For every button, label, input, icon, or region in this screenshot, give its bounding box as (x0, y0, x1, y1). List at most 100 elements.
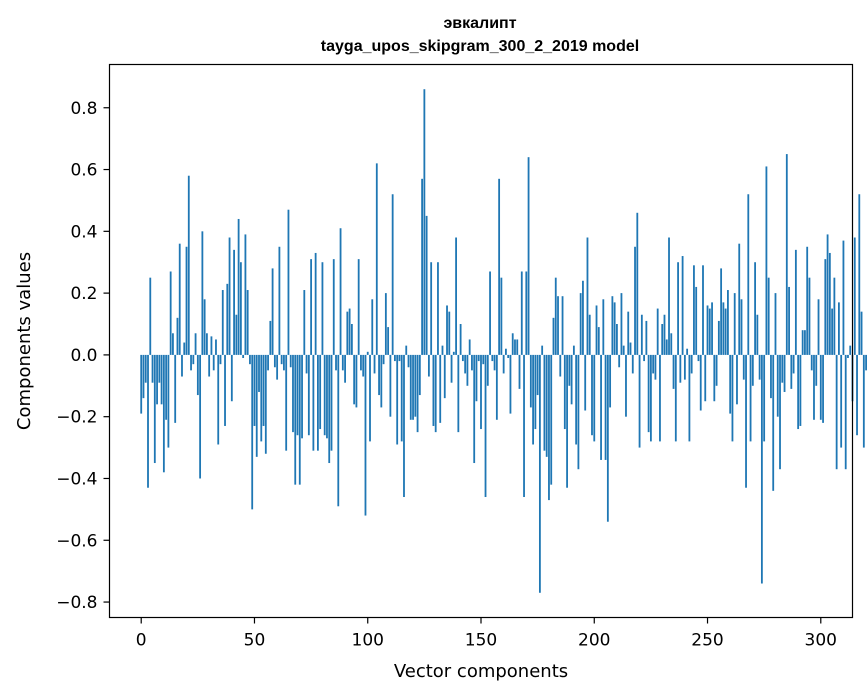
bar (237, 218, 240, 355)
y-tick-label: −0.4 (56, 469, 97, 489)
bar (149, 277, 152, 355)
bar (477, 354, 480, 362)
bar (717, 320, 720, 355)
bar (690, 354, 693, 374)
bar (255, 354, 258, 457)
bar (620, 293, 623, 355)
bar (190, 354, 192, 371)
bar (727, 290, 729, 355)
bar (527, 157, 530, 355)
bar (364, 354, 367, 516)
x-tick-label: 50 (244, 631, 266, 651)
bar (301, 354, 303, 439)
bar (654, 354, 657, 380)
bar (183, 342, 186, 355)
bar (570, 354, 573, 405)
bar (151, 354, 154, 383)
bar (847, 354, 849, 358)
bar (797, 354, 800, 430)
bar (441, 345, 444, 355)
bar (196, 354, 199, 396)
bar (421, 178, 424, 355)
bar (679, 354, 682, 383)
bar (375, 163, 378, 355)
bar (810, 354, 813, 371)
bar (387, 327, 390, 355)
bar (826, 234, 829, 355)
bar (403, 354, 405, 498)
bar (611, 296, 614, 355)
bar (788, 286, 790, 355)
x-axis-label: Vector components (394, 661, 568, 682)
bar (156, 354, 158, 405)
bar (167, 354, 170, 448)
bar (779, 354, 781, 470)
bar (292, 354, 294, 433)
bar (464, 354, 467, 374)
y-axis-label: Components values (14, 252, 35, 430)
bar (627, 311, 630, 355)
bar (511, 333, 514, 355)
bar (276, 354, 279, 380)
bar (427, 354, 430, 377)
bar (303, 290, 306, 355)
bar (400, 354, 403, 442)
bar (808, 277, 811, 355)
bar (790, 354, 793, 389)
bar (267, 354, 269, 371)
bar (144, 354, 147, 383)
bar (729, 354, 732, 414)
bar (618, 354, 621, 368)
bar (230, 354, 233, 402)
bar (740, 299, 743, 355)
bar (344, 354, 346, 383)
bar (212, 354, 215, 371)
bar (643, 354, 645, 362)
bar (305, 354, 308, 374)
bar (751, 354, 754, 386)
bar (602, 299, 605, 355)
chart-title: эвкалипт (443, 15, 516, 32)
bar (505, 348, 507, 355)
chart-subtitle: tayga_upos_skipgram_300_2_2019 model (321, 38, 639, 55)
bar (366, 351, 369, 355)
bar (566, 354, 568, 488)
bar (749, 354, 752, 442)
bar (446, 305, 448, 355)
bar (765, 166, 768, 355)
bar (742, 354, 745, 380)
bar (326, 354, 328, 439)
bar (591, 354, 593, 436)
bar (398, 354, 401, 362)
y-axis-ticks: −0.8 −0.6 −0.4 −0.2 0.0 0.2 0.4 0.6 0.8 (56, 99, 110, 613)
bar (271, 268, 274, 355)
bar (697, 354, 700, 362)
bar (450, 354, 453, 383)
bar (172, 333, 174, 355)
bar (459, 324, 462, 355)
bar (792, 354, 795, 374)
bar (239, 262, 242, 355)
bar (813, 354, 815, 420)
bar (661, 324, 664, 355)
bar (217, 354, 220, 445)
bar (681, 256, 684, 355)
bar (831, 308, 834, 355)
bar (853, 237, 856, 355)
bar (484, 354, 487, 498)
bar (520, 271, 523, 355)
bar (355, 354, 358, 408)
bar (273, 354, 276, 368)
bar (842, 240, 845, 355)
y-tick-label: −0.6 (56, 531, 97, 551)
bar (534, 354, 537, 430)
bar (466, 354, 469, 386)
x-tick-label: 300 (805, 631, 837, 651)
bar (817, 299, 820, 355)
bar (770, 354, 772, 399)
bar (233, 249, 235, 355)
bar (747, 194, 750, 355)
bar (858, 194, 861, 355)
bar (559, 354, 562, 377)
